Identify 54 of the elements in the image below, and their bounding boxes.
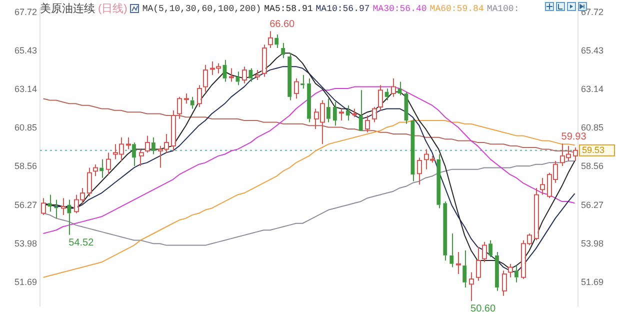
y-tick-label: 58.56 — [14, 161, 37, 172]
text: MA5:58.91 — [264, 4, 313, 14]
annotation: 66.60 — [270, 18, 296, 30]
annotation: 59.93 — [561, 131, 587, 142]
candlestick — [67, 199, 72, 236]
candlestick — [495, 252, 499, 292]
candlestick — [404, 91, 408, 124]
chart-title: 美原油连续 — [40, 2, 95, 16]
candlestick — [443, 200, 448, 261]
y-tick-label: 65.43 — [14, 45, 37, 56]
candlestick — [288, 52, 292, 101]
candlestick — [488, 240, 492, 258]
y2-tick-label: 58.56 — [581, 161, 604, 172]
candlestick — [190, 96, 194, 110]
y2-tick-label: 51.69 — [581, 277, 604, 288]
candlestick — [436, 154, 441, 209]
candlestick — [346, 104, 350, 122]
candlestick — [274, 34, 279, 49]
candlestick — [326, 98, 330, 123]
candlestick — [248, 68, 253, 82]
y2-tick-label: 65.43 — [581, 45, 604, 56]
candlestick — [132, 142, 136, 167]
y2-tick-label: 56.27 — [581, 200, 604, 210]
y2-tick-label: 63.14 — [581, 84, 604, 94]
text: MA10:56.97 — [316, 4, 370, 14]
y-tick-label: 51.69 — [14, 277, 37, 288]
legend-title: MA(5,10,30,60,100,200) — [142, 4, 262, 14]
y-tick-label: 53.98 — [14, 238, 37, 248]
y-tick-label: 60.85 — [14, 122, 37, 133]
candlestick — [332, 101, 337, 126]
text: MA60:59.84 — [430, 4, 484, 14]
y-tick-label: 56.27 — [14, 200, 37, 210]
annotation: 50.60 — [470, 304, 496, 315]
candlestick — [307, 78, 311, 123]
annotation: 54.52 — [68, 238, 94, 249]
candlestick — [358, 90, 363, 131]
y2-tick-label: 60.85 — [581, 122, 604, 133]
candlestick — [300, 74, 304, 89]
y-tick-label: 67.72 — [14, 6, 37, 17]
text: MA100: — [486, 4, 520, 14]
candlestick — [222, 59, 227, 82]
ref-line-label: 59.53 — [582, 144, 605, 155]
chart-subtitle: (日线) — [98, 2, 128, 16]
candlestick — [450, 232, 454, 268]
candlestick — [100, 158, 104, 178]
y-tick-label: 63.14 — [14, 84, 37, 94]
y2-tick-label: 53.98 — [581, 238, 604, 248]
text: MA30:56.40 — [372, 4, 427, 14]
candlestick — [48, 194, 52, 212]
candlestick — [514, 265, 518, 283]
candlestick — [462, 250, 467, 288]
candlestick — [410, 118, 415, 182]
candlestick — [281, 42, 286, 59]
candlestick — [151, 136, 156, 155]
